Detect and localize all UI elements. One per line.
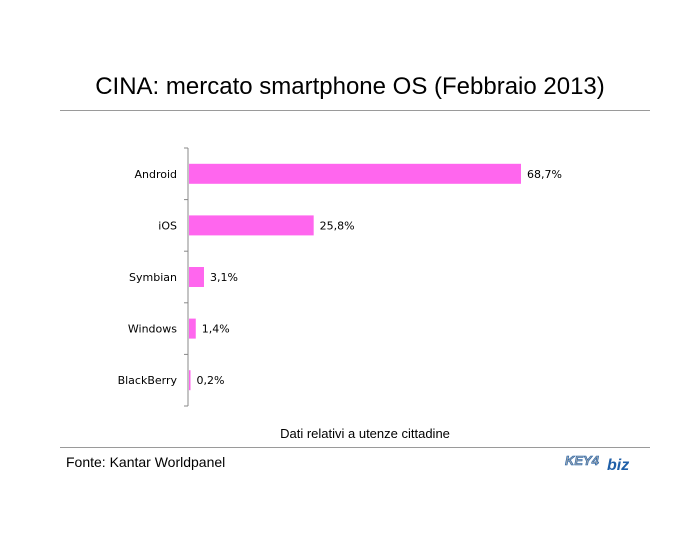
- bar-android: [189, 163, 521, 184]
- top-divider: [60, 110, 650, 111]
- category-label: Windows: [128, 323, 177, 336]
- logo-biz-text: biz: [607, 457, 629, 474]
- category-label: BlackBerry: [118, 374, 178, 387]
- logo-key-text: KEY4: [565, 453, 600, 468]
- bar-symbian: [189, 267, 204, 287]
- value-label: 3,1%: [210, 271, 238, 284]
- bottom-divider: [60, 447, 650, 448]
- keybiz-logo: KEY4 biz: [565, 453, 630, 474]
- category-label: iOS: [158, 219, 177, 232]
- value-label: 1,4%: [202, 323, 230, 336]
- value-label: 0,2%: [197, 374, 225, 387]
- bar-ios: [189, 215, 314, 236]
- bar-chart: Android 68,7% iOS 25,8% Symbian 3,1% Windows 1,…: [118, 147, 562, 407]
- bar-windows: [189, 318, 196, 339]
- value-label: 25,8%: [320, 219, 355, 232]
- bar-blackberry: [189, 370, 191, 391]
- value-label: 68,7%: [527, 168, 562, 181]
- category-label: Android: [134, 168, 177, 181]
- category-label: Symbian: [129, 271, 177, 284]
- chart-note: Dati relativi a utenze cittadine: [280, 426, 450, 441]
- source-label: Fonte: Kantar Worldpanel: [66, 454, 226, 470]
- chart-title: CINA: mercato smartphone OS (Febbraio 20…: [95, 73, 605, 100]
